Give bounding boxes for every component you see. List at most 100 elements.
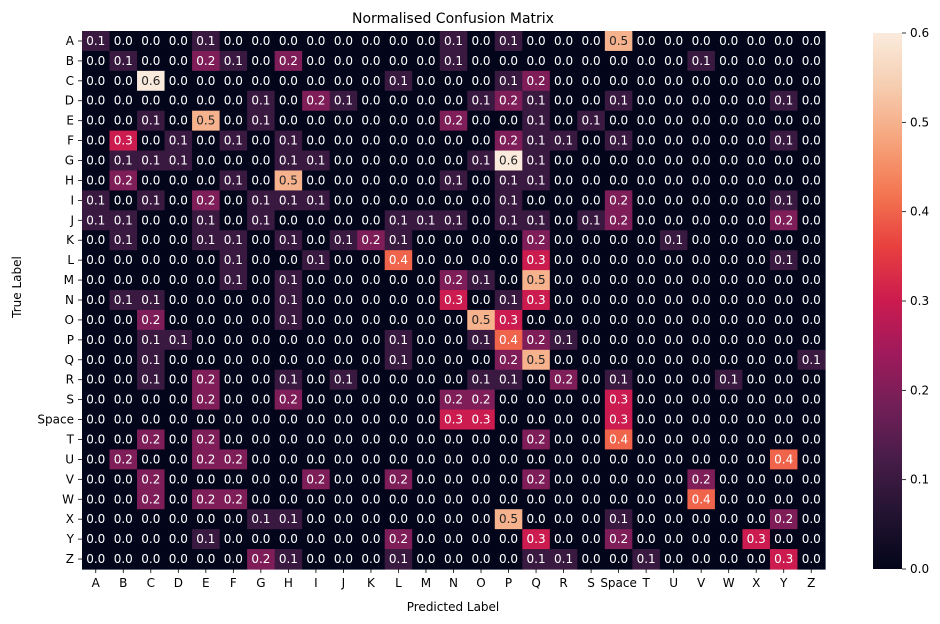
heatmap-cell [742, 409, 771, 431]
cell-label: 0.1 [224, 173, 243, 187]
heatmap-cell [797, 50, 826, 72]
cell-label: 0.0 [719, 532, 738, 546]
heatmap-cell [604, 210, 633, 231]
cell-label: 0.0 [361, 452, 380, 466]
cell-label: 0.0 [416, 313, 435, 327]
cell-label: 0.4 [389, 253, 408, 267]
heatmap-cell [549, 349, 578, 371]
cell-label: 0.0 [444, 154, 463, 168]
heatmap-cell [329, 329, 358, 351]
y-tick-label: M [64, 273, 74, 287]
cell-label: 0.0 [334, 273, 353, 287]
cell-label: 0.0 [719, 313, 738, 327]
cell-label: 0.1 [389, 333, 408, 347]
cell-label: 0.3 [747, 532, 766, 546]
cell-label: 0.1 [527, 552, 546, 566]
heatmap-cell [192, 329, 221, 351]
heatmap-cell [412, 389, 441, 411]
cell-label: 0.0 [747, 373, 766, 387]
x-tick-label: I [314, 576, 318, 590]
cell-label: 0.1 [306, 253, 325, 267]
heatmap-cell [137, 90, 166, 112]
heatmap-cell [577, 290, 606, 311]
heatmap-cell [82, 130, 111, 152]
cell-label: 0.2 [224, 452, 243, 466]
heatmap-cell [137, 270, 166, 291]
heatmap-cell [137, 290, 166, 311]
heatmap-cell [467, 31, 496, 52]
heatmap-cell [439, 150, 468, 172]
cell-label: 0.0 [554, 532, 573, 546]
cell-label: 0.0 [251, 333, 270, 347]
cell-label: 0.0 [389, 34, 408, 48]
cell-label: 0.0 [444, 313, 463, 327]
heatmap-cell [467, 190, 496, 211]
heatmap-cell [302, 270, 331, 291]
heatmap-cell [109, 429, 138, 451]
cell-label: 0.1 [279, 154, 298, 168]
cell-label: 0.0 [471, 452, 490, 466]
cell-label: 0.0 [86, 393, 105, 407]
cell-label: 0.1 [389, 74, 408, 88]
cell-label: 0.0 [719, 273, 738, 287]
cell-label: 0.1 [196, 532, 215, 546]
cell-label: 0.0 [802, 472, 821, 486]
cell-label: 0.0 [471, 233, 490, 247]
cell-label: 0.0 [664, 293, 683, 307]
heatmap-cell [192, 90, 221, 112]
heatmap-cell [549, 210, 578, 231]
heatmap-cell [219, 130, 248, 152]
cell-label: 0.1 [334, 233, 353, 247]
heatmap-cell [577, 230, 606, 251]
cell-label: 0.0 [141, 34, 160, 48]
heatmap-cell [522, 70, 551, 92]
cell-label: 0.0 [306, 293, 325, 307]
cell-label: 0.1 [499, 193, 518, 207]
cell-label: 0.0 [719, 552, 738, 566]
cell-label: 0.0 [554, 413, 573, 427]
cell-label: 0.0 [774, 74, 793, 88]
heatmap-cell [439, 349, 468, 371]
heatmap-cell [577, 409, 606, 431]
cell-label: 0.0 [692, 552, 711, 566]
cell-label: 0.0 [389, 193, 408, 207]
cell-label: 0.1 [224, 54, 243, 68]
heatmap-cell [687, 230, 716, 251]
cell-label: 0.1 [224, 253, 243, 267]
heatmap-cell [357, 130, 386, 152]
y-tick-label: E [66, 114, 74, 128]
cell-label: 0.0 [582, 532, 601, 546]
heatmap-cell [274, 190, 303, 211]
heatmap-cell [302, 170, 331, 192]
cell-label: 0.0 [664, 353, 683, 367]
cell-label: 0.0 [582, 134, 601, 148]
heatmap-cell [384, 90, 413, 112]
heatmap-cell [302, 190, 331, 211]
cell-label: 0.0 [637, 532, 656, 546]
cell-label: 0.0 [747, 253, 766, 267]
heatmap-cell [82, 329, 111, 351]
cell-label: 0.0 [554, 114, 573, 128]
heatmap-cell [137, 130, 166, 152]
cell-label: 0.0 [802, 432, 821, 446]
heatmap-cell [247, 31, 276, 52]
heatmap-cell [357, 250, 386, 271]
cell-label: 0.1 [141, 114, 160, 128]
cell-label: 0.0 [802, 34, 821, 48]
heatmap-cell [467, 349, 496, 371]
cell-label: 0.0 [747, 512, 766, 526]
cell-label: 0.0 [169, 193, 188, 207]
cell-label: 0.0 [279, 74, 298, 88]
heatmap-cell [219, 190, 248, 211]
heatmap-cell [412, 329, 441, 351]
heatmap-cell [714, 389, 744, 411]
heatmap-cell [714, 190, 744, 211]
cell-label: 0.0 [86, 293, 105, 307]
heatmap-cell [384, 389, 413, 411]
cell-label: 0.0 [141, 173, 160, 187]
cell-label: 0.0 [719, 233, 738, 247]
cell-label: 0.2 [389, 472, 408, 486]
cell-label: 0.0 [251, 273, 270, 287]
cell-label: 0.0 [471, 353, 490, 367]
cell-label: 0.0 [582, 233, 601, 247]
